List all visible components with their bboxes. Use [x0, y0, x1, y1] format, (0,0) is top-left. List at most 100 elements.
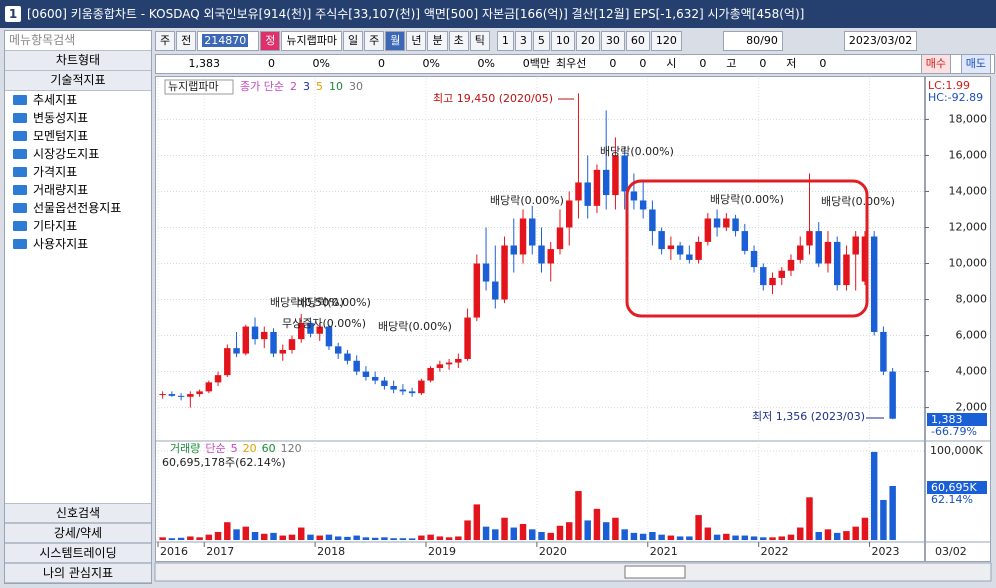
candle-body [334, 346, 342, 354]
candle-body [593, 169, 601, 206]
volume-bar [676, 536, 684, 540]
interval-button[interactable]: 10 [550, 31, 575, 51]
count[interactable]: 80/90 [722, 31, 783, 51]
indicator-folder[interactable]: 가격지표 [5, 163, 151, 181]
quote-cell: 0 [378, 57, 385, 70]
candle-body [353, 360, 360, 372]
y-tick-label: 12,000 [949, 220, 988, 233]
volume-bar [390, 538, 397, 540]
high-label: 최고 19,450 (2020/05) [433, 92, 553, 105]
date-input[interactable]: 2023/03/02 [843, 31, 918, 51]
quote-cell: 0 [699, 57, 707, 70]
dividend-label: 배당락(0.00%) [710, 193, 784, 206]
volume-bar [621, 529, 628, 540]
sidebar-button[interactable]: 나의 관심지표 [5, 563, 151, 583]
candle-body [806, 231, 813, 246]
volume-bar [492, 529, 499, 540]
ma-legend: 2 [290, 80, 297, 93]
quote-cell: 시 [666, 57, 677, 70]
candle-body [316, 326, 323, 334]
period-button[interactable]: 분 [427, 31, 448, 51]
candle-body [769, 277, 776, 286]
volume-bar [797, 527, 804, 540]
volume-bar [196, 537, 203, 540]
indicator-folder[interactable]: 시장강도지표 [5, 145, 151, 163]
x-tick-label: 2019 [428, 545, 456, 558]
mode-select[interactable]: 주 [155, 31, 176, 51]
indicator-folder[interactable]: 변동성지표 [5, 109, 151, 127]
sell-button[interactable]: 매도 [960, 54, 991, 74]
indicator-folder[interactable]: 선물옵션전용지표 [5, 199, 151, 217]
sidebar-button[interactable]: 강세/약세 [5, 523, 151, 543]
volume-bar [639, 533, 647, 540]
volume-bar [510, 527, 518, 540]
candle-body [621, 155, 628, 192]
dividend-label: 배당락(0.00%) [297, 296, 371, 309]
buy-button[interactable]: 매수 [920, 54, 951, 74]
volume-bar [307, 534, 314, 540]
indicators-header[interactable]: 기술적지표 [5, 71, 151, 91]
candle-body [565, 200, 573, 228]
interval-button[interactable]: 60 [625, 31, 650, 51]
x-tick-label: 2021 [650, 545, 678, 558]
period-button[interactable]: 틱 [469, 31, 490, 51]
volume-bar [769, 537, 776, 540]
volume-bar [371, 537, 379, 540]
interval-button[interactable]: 120 [650, 31, 682, 51]
volume-bar [852, 526, 859, 540]
ma-legend: 3 [303, 80, 310, 93]
search-box[interactable]: 메뉴항목검색 [5, 31, 151, 51]
volume-bar [519, 523, 527, 540]
volume-bar [288, 534, 296, 540]
candle-body [852, 236, 859, 255]
interval-button[interactable]: 3 [514, 31, 532, 51]
sidebar: 메뉴항목검색 차트형태 기술적지표 추세지표 변동성지표 모멘텀지표 시장강도지표 가격… [4, 30, 152, 584]
sidebar-button[interactable]: 시스템트레이딩 [5, 543, 151, 563]
volume-bar [168, 538, 176, 540]
scroll-thumb[interactable] [624, 565, 686, 579]
range-button[interactable]: 전 [176, 31, 197, 51]
volume-bar [344, 536, 351, 540]
volume-bar [418, 535, 425, 540]
candle-body [556, 227, 564, 250]
candle-body [889, 371, 896, 419]
volume-bar [824, 529, 832, 540]
sidebar-button[interactable]: 신호검색 [5, 503, 151, 523]
period-button[interactable]: 년 [406, 31, 427, 51]
interval-button[interactable]: 30 [600, 31, 625, 51]
chart-type-header[interactable]: 차트형태 [5, 51, 151, 71]
candle-body [815, 231, 822, 264]
period-button[interactable]: 일 [342, 31, 364, 51]
x-tick-label: 2018 [317, 545, 345, 558]
candle-body [205, 382, 213, 392]
interval-button[interactable]: 5 [532, 31, 550, 51]
scrollbar [154, 562, 992, 582]
candle-body [547, 249, 554, 264]
period-button[interactable]: 월 [385, 31, 406, 51]
interval-button[interactable]: 20 [575, 31, 600, 51]
candle-body [824, 241, 832, 264]
quote-cell: 0% [477, 57, 495, 70]
volume-bar [575, 491, 582, 540]
interval-button[interactable]: 1 [496, 31, 514, 51]
period-button[interactable]: 초 [448, 31, 469, 51]
code-input[interactable]: 214870 [202, 34, 249, 47]
ma-legend: 30 [349, 80, 363, 93]
volume-bar [242, 526, 250, 540]
indicator-folder[interactable]: 모멘텀지표 [5, 127, 151, 145]
indicator-folder[interactable]: 거래량지표 [5, 181, 151, 199]
low-label: 최저 1,356 (2023/03) [752, 410, 865, 423]
period-button[interactable]: 주 [364, 31, 385, 51]
volume-bar [362, 537, 370, 540]
stock-name: 뉴지랩파마 [281, 31, 342, 51]
candle-body [658, 231, 665, 250]
candle-body [261, 331, 268, 340]
volume-bar [325, 534, 333, 540]
indicator-folder[interactable]: 사용자지표 [5, 235, 151, 253]
quote-cell: 0 [759, 57, 767, 70]
indicator-folder[interactable]: 추세지표 [5, 91, 151, 109]
indicator-folder[interactable]: 기타지표 [5, 217, 151, 235]
candle-body [797, 245, 804, 260]
